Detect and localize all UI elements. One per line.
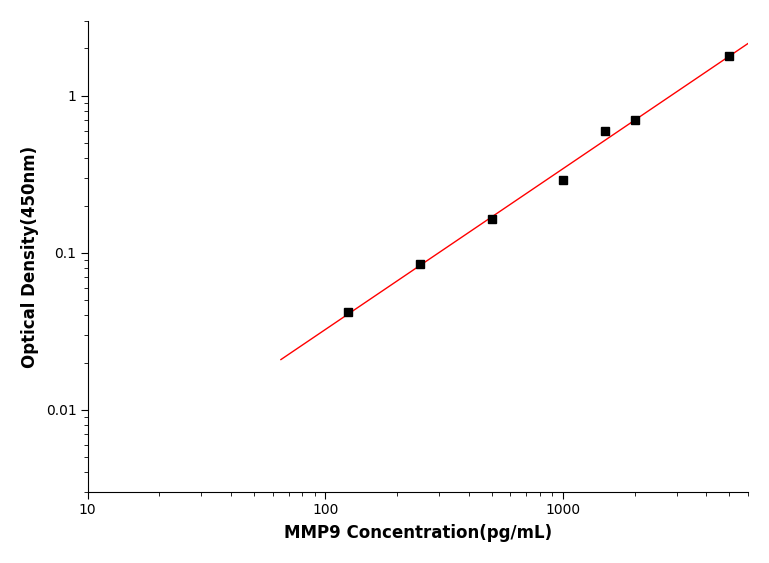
X-axis label: MMP9 Concentration(pg/mL): MMP9 Concentration(pg/mL) bbox=[284, 524, 552, 542]
Y-axis label: Optical Density(450nm): Optical Density(450nm) bbox=[21, 145, 38, 368]
